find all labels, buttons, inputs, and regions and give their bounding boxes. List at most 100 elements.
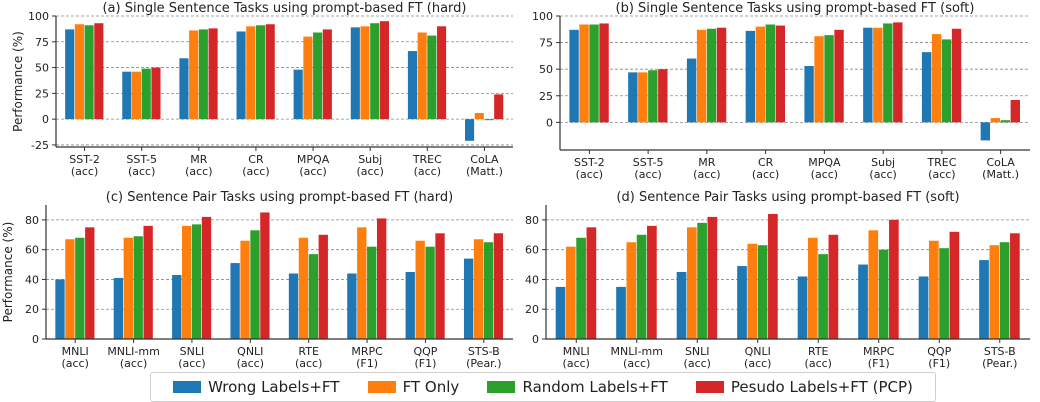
panel-d-bar-2-1 <box>565 246 576 339</box>
panel-b-xtick-label: (acc) <box>752 168 779 181</box>
panel-b-bar-3-4 <box>765 24 776 123</box>
panel-d-bar-2-5 <box>807 237 818 339</box>
panel-b-xtick-label: Subj <box>871 156 895 169</box>
panel-a-bar-1-2 <box>122 71 132 120</box>
panel-c-ytick-label: 20 <box>25 303 39 316</box>
panel-a-ytick-label: 0 <box>42 113 49 126</box>
panel-c-bar-3-6 <box>367 246 377 339</box>
panel-a-bar-4-7 <box>437 26 447 120</box>
panel-b-xtick-label: MPQA <box>808 156 841 169</box>
panel-c-bar-4-6 <box>376 218 387 339</box>
panel-c-bar-4-8 <box>493 233 504 339</box>
panel-d-xtick-label: STS-B <box>984 345 1016 358</box>
panel-a-xtick-label: (acc) <box>71 165 98 178</box>
panel-d-bar-4-3 <box>707 216 718 339</box>
panel-d-bar-4-8 <box>1010 233 1020 339</box>
panel-c-bar-4-4 <box>260 212 270 339</box>
panel-b-bar-1-5 <box>804 65 814 123</box>
panel-c-bar-2-6 <box>357 227 367 339</box>
panel-d-bar-3-3 <box>697 222 707 339</box>
panel-c-ytick-label: 40 <box>25 273 39 286</box>
panel-d-xtick-label: SNLI <box>685 345 710 358</box>
panel-a-bar-3-6 <box>370 23 380 120</box>
panel-b-xtick-label: (acc) <box>576 168 603 181</box>
panel-d-bar-2-4 <box>747 243 758 339</box>
panel-b-ytick-label: 50 <box>539 63 553 76</box>
panel-a-bar-3-5 <box>313 32 323 120</box>
panel-b-bar-2-3 <box>696 29 707 123</box>
panel-b-bar-3-6 <box>883 23 893 123</box>
panel-b-bar-1-7 <box>921 52 932 123</box>
panel-d-bar-1-8 <box>979 260 989 339</box>
panel-d-xtick-label: (Pear.) <box>982 357 1017 370</box>
panel-c-bar-1-3 <box>172 274 182 339</box>
panel-b-xtick-label: SST-2 <box>574 156 605 169</box>
panel-a-xtick-label: Subj <box>358 153 382 166</box>
panel-b-bar-2-5 <box>814 36 824 123</box>
panel-c-xtick-label: QQP <box>413 345 437 358</box>
panel-d-ytick-label: 80 <box>525 214 539 227</box>
panel-c-bar-2-3 <box>182 225 192 339</box>
panel-d-xtick-label: QQP <box>927 345 951 358</box>
panel-a-ytick-label: 50 <box>35 62 49 75</box>
panel-a-bar-4-5 <box>322 29 332 120</box>
panel-b-xtick-label: (acc) <box>928 168 955 181</box>
panel-d-bar-2-2 <box>626 242 637 339</box>
panel-b-xtick-label: (acc) <box>693 168 720 181</box>
legend-item-wrong-labels: Wrong Labels+FT <box>173 378 339 396</box>
panel-b-bar-4-5 <box>834 29 844 123</box>
panel-b-xtick-label: (Matt.) <box>982 168 1019 181</box>
panel-c-xtick-label: RTE <box>298 345 319 358</box>
panel-a-xtick-label: (acc) <box>414 165 441 178</box>
panel-c-bar-1-6 <box>347 273 357 339</box>
panel-b-bar-2-1 <box>579 24 589 123</box>
panel-a-bar-1-6 <box>350 27 360 120</box>
panel-a-bar-3-4 <box>255 25 266 120</box>
panel-b-xtick-label: (acc) <box>869 168 896 181</box>
panel-c-bar-1-8 <box>463 258 474 339</box>
panel-c-bar-1-7 <box>405 272 415 339</box>
panel-a-bar-1-4 <box>236 31 246 120</box>
panel-d-bar-3-2 <box>636 234 647 339</box>
panel-c-bar-3-2 <box>133 236 143 339</box>
panel-c-ylabel: Performance (%) <box>1 222 15 323</box>
panel-d-xtick-label: (acc) <box>684 357 711 370</box>
panel-b-bar-3-5 <box>824 35 834 123</box>
legend-label-ft-only: FT Only <box>402 378 460 396</box>
panel-b-ytick-label: 100 <box>532 10 553 23</box>
panel-d-bar-1-1 <box>555 286 566 339</box>
panel-b-xtick-label: CR <box>758 156 774 169</box>
panel-d-xtick-label: (F1) <box>928 357 950 370</box>
panel-c-bar-3-4 <box>250 230 260 339</box>
panel-d-bar-3-1 <box>576 237 586 339</box>
panel-b-xtick-label: TREC <box>926 156 956 169</box>
panel-a-bar-3-1 <box>84 25 94 120</box>
panel-d-ytick-label: 60 <box>525 244 539 257</box>
panel-a-ytick-label: 25 <box>35 87 49 100</box>
panel-d-bar-2-6 <box>868 230 879 339</box>
panel-c-bar-4-5 <box>318 234 328 339</box>
panel-b-bar-1-8 <box>980 122 991 141</box>
panel-a-xtick-label: (acc) <box>128 165 155 178</box>
panel-a-xtick-label: MR <box>190 153 207 166</box>
panel-d-xtick-label: (F1) <box>868 357 890 370</box>
panel-a-bar-4-8 <box>494 94 504 120</box>
panel-b-bar-4-4 <box>775 25 785 123</box>
panel-a-bar-2-7 <box>417 32 427 120</box>
panel-d-xtick-label: RTE <box>808 345 829 358</box>
panel-a-bar-2-5 <box>303 36 313 120</box>
panel-c-xtick-label: (acc) <box>61 357 88 370</box>
panel-a-xtick-label: TREC <box>412 153 442 166</box>
panel-a-xtick-label: CR <box>248 153 264 166</box>
panel-b-bar-1-6 <box>863 27 873 123</box>
panel-c-ytick-label: 80 <box>25 214 39 227</box>
panel-a-bar-2-2 <box>131 71 142 120</box>
panel-d-ytick-label: 40 <box>525 273 539 286</box>
panel-b-xtick-label: CoLA <box>986 156 1015 169</box>
panel-c-bar-1-2 <box>113 277 124 339</box>
panel-b-bar-2-6 <box>873 27 883 123</box>
panel-a-bar-1-8 <box>465 119 475 141</box>
panel-c-bar-4-7 <box>435 233 445 339</box>
panel-b-bar-4-7 <box>951 28 962 123</box>
panel-d-title: (d) Sentence Pair Tasks using prompt-bas… <box>616 190 959 205</box>
